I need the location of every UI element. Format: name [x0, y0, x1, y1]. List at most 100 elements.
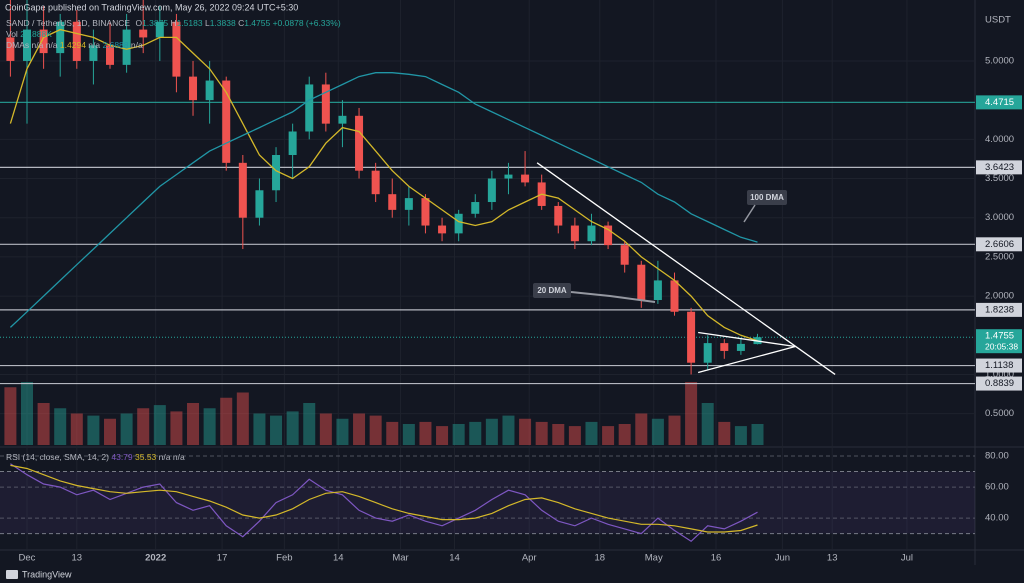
dma-label: DMAs — [6, 40, 29, 50]
x-tick-label: May — [645, 553, 663, 564]
x-tick-label: 13 — [827, 553, 838, 564]
level-label: 4.4715 — [985, 97, 1014, 108]
level-label: 0.8839 — [985, 378, 1014, 389]
volume-value: 23.888K — [20, 29, 52, 39]
ohlc-prefix: O — [135, 18, 142, 28]
candle-body — [155, 21, 164, 38]
annotation-box — [747, 190, 787, 205]
candle-body — [22, 29, 31, 61]
volume-bar — [153, 405, 166, 445]
volume-bar — [104, 418, 117, 445]
y-unit: USDT — [985, 15, 1011, 26]
dma-value: 2.6888 — [103, 40, 129, 50]
x-tick-label: Apr — [522, 553, 537, 564]
trendline — [698, 331, 796, 348]
level-label: 3.6423 — [985, 162, 1014, 173]
candle-body — [72, 21, 81, 61]
price-label-box — [976, 329, 1022, 354]
candle-body — [255, 190, 264, 218]
trendline — [536, 162, 836, 375]
candle-body — [637, 264, 646, 300]
volume-bar — [402, 424, 415, 445]
rsi-title: RSI (14, close, SMA, 14, 2) — [6, 452, 109, 462]
rsi-legend: RSI (14, close, SMA, 14, 2) 43.79 35.53 … — [6, 452, 185, 462]
candle-body — [56, 21, 65, 54]
ohlc-value: 1.3875 — [142, 18, 168, 28]
annotation: 20 DMA — [537, 286, 567, 295]
candle-body — [487, 178, 496, 203]
volume-bar — [37, 403, 50, 445]
candle-body — [272, 155, 281, 191]
ohlc-prefix: C — [238, 18, 244, 28]
volume — [4, 382, 764, 445]
level-label-box — [976, 358, 1022, 373]
rsi-tick-label: 40.00 — [985, 513, 1009, 524]
annotation-box — [533, 283, 571, 298]
x-tick-label: 14 — [333, 553, 344, 564]
candle-body — [604, 225, 613, 246]
candle-body — [554, 205, 563, 226]
candle-body — [471, 202, 480, 214]
candle-body — [139, 29, 148, 38]
logo-icon — [6, 570, 18, 579]
level-label: 1.1138 — [985, 360, 1013, 371]
candle-body — [438, 225, 447, 234]
ohlc-prefix: H — [170, 18, 176, 28]
candle-body — [172, 21, 181, 77]
candle-body — [504, 174, 513, 179]
na: n/a — [173, 452, 185, 462]
candle-body — [189, 76, 198, 101]
candle-body — [39, 29, 48, 54]
y-tick-label: 0.5000 — [985, 408, 1014, 419]
volume-bar — [452, 424, 465, 445]
volume-bar — [4, 387, 17, 445]
y-tick-label: 3.0000 — [985, 212, 1014, 223]
volume-bar — [319, 413, 332, 445]
levels — [0, 101, 975, 385]
volume-bar — [485, 418, 498, 445]
candle-body — [421, 198, 430, 226]
rsi-pane — [0, 455, 975, 543]
volume-bar — [87, 415, 100, 445]
volume-bar — [618, 424, 631, 445]
x-tick-label: Feb — [276, 553, 292, 564]
level-label: 2.6606 — [985, 239, 1014, 250]
volume-bar — [236, 392, 249, 445]
volume-bar — [369, 415, 382, 445]
dma-value: 1.4294 — [60, 40, 86, 50]
level-label-box — [976, 95, 1022, 110]
candle-body — [521, 174, 530, 183]
candle-body — [736, 343, 745, 351]
axes: 5.0000 4.0000 3.5000 3.0000 2.5000 2.0000 1.00… — [19, 55, 1022, 564]
x-tick-label: 18 — [594, 553, 605, 564]
candle-body — [371, 170, 380, 195]
volume-bar — [120, 413, 133, 445]
na: n/a — [32, 40, 44, 50]
volume-bar — [303, 403, 316, 445]
volume-bar — [170, 411, 183, 445]
volume-bar — [54, 408, 67, 445]
volume-bar — [734, 426, 747, 445]
candle-body — [570, 225, 579, 242]
x-tick-label: 2022 — [145, 553, 166, 564]
rsi-ma-value: 35.53 — [135, 452, 157, 462]
candle-body — [89, 45, 98, 61]
moving-average — [9, 72, 758, 328]
candle-body — [454, 213, 463, 234]
volume-bar — [718, 421, 731, 445]
y-tick-label: 2.0000 — [985, 291, 1014, 302]
volume-bar — [701, 403, 714, 445]
x-tick-label: Dec — [19, 553, 36, 564]
x-tick-label: Jul — [901, 553, 913, 564]
level-label-box — [976, 237, 1022, 252]
volume-bar — [20, 382, 33, 445]
volume-bar — [203, 408, 216, 445]
candle-body — [720, 343, 729, 351]
level-label: 1.8238 — [985, 304, 1014, 315]
x-tick-label: 13 — [72, 553, 83, 564]
candle-body — [338, 115, 347, 124]
rsi-tick-label: 80.00 — [985, 451, 1009, 462]
volume-bar — [253, 413, 266, 445]
candle-body — [238, 162, 247, 218]
volume-bar — [668, 415, 681, 445]
